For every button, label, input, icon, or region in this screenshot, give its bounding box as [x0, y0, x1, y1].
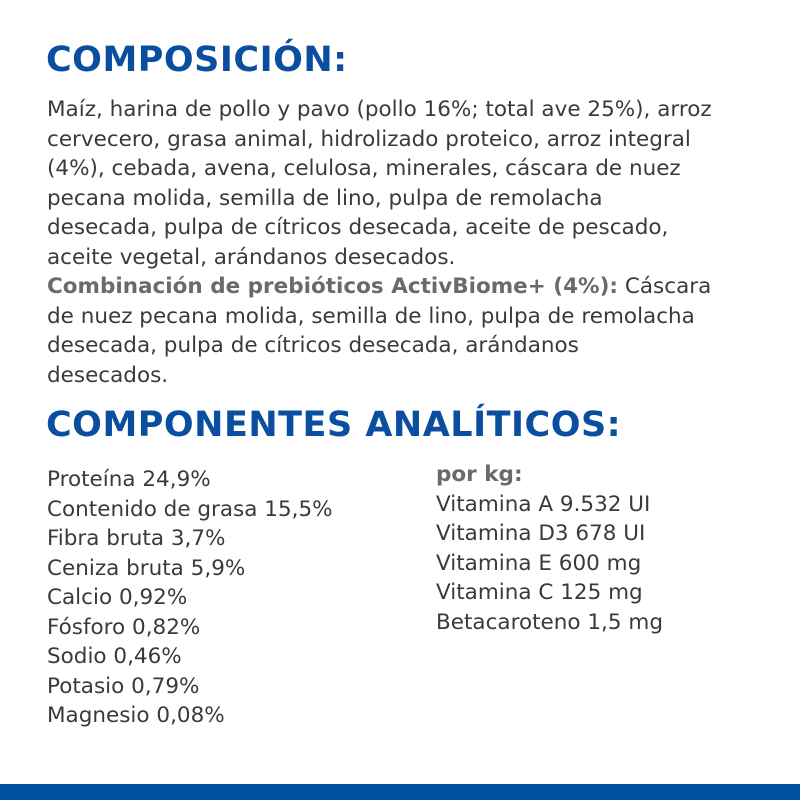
text-line: Cáscara [618, 274, 712, 299]
text-line: aceite vegetal, arándanos desecados. [47, 244, 456, 270]
list-item: Magnesio 0,08% [47, 703, 225, 728]
analytics-title: COMPONENTES ANALÍTICOS: [46, 405, 622, 445]
per-kg-header: por kg: [436, 462, 523, 487]
text-line: cervecero, grasa animal, hidrolizado pro… [47, 126, 691, 152]
list-item: Sodio 0,46% [47, 644, 182, 669]
list-item: Vitamina C 125 mg [436, 580, 643, 605]
footer-bar [0, 784, 800, 800]
text-line: (4%), cebada, avena, celulosa, minerales… [47, 156, 681, 181]
text-line: pecana molida, semilla de lino, pulpa de… [47, 185, 603, 211]
text-line: de nuez pecana molida, semilla de lino, … [47, 303, 695, 329]
analytics-right-list: por kg: Vitamina A 9.532 UI Vitamina D3 … [436, 460, 663, 637]
list-item: Fósforo 0,82% [47, 614, 201, 640]
list-item: Betacaroteno 1,5 mg [436, 609, 663, 635]
text-line: desecados. [47, 362, 169, 388]
text-line: desecada, pulpa de cítricos desecada, ac… [47, 215, 669, 240]
list-item: Calcio 0,92% [47, 585, 188, 610]
text-line: desecada, pulpa de cítricos desecada, ar… [47, 333, 579, 358]
list-item: Vitamina E 600 mg [436, 550, 642, 576]
list-item: Proteína 24,9% [47, 467, 211, 492]
list-item: Vitamina D3 678 UI [436, 521, 646, 546]
prebiotic-label: Combinación de prebióticos ActivBiome+ (… [47, 274, 619, 299]
composition-title: COMPOSICIÓN: [46, 40, 348, 80]
list-item: Contenido de grasa 15,5% [47, 496, 333, 522]
list-item: Ceniza bruta 5,9% [47, 555, 246, 581]
list-item: Vitamina A 9.532 UI [436, 491, 651, 517]
list-item: Fibra bruta 3,7% [47, 526, 226, 551]
analytics-left-list: Proteína 24,9% Contenido de grasa 15,5% … [47, 465, 333, 731]
list-item: Potasio 0,79% [47, 673, 200, 699]
composition-text: Maíz, harina de pollo y pavo (pollo 16%;… [47, 95, 712, 390]
text-line: Maíz, harina de pollo y pavo (pollo 16%;… [47, 97, 712, 122]
